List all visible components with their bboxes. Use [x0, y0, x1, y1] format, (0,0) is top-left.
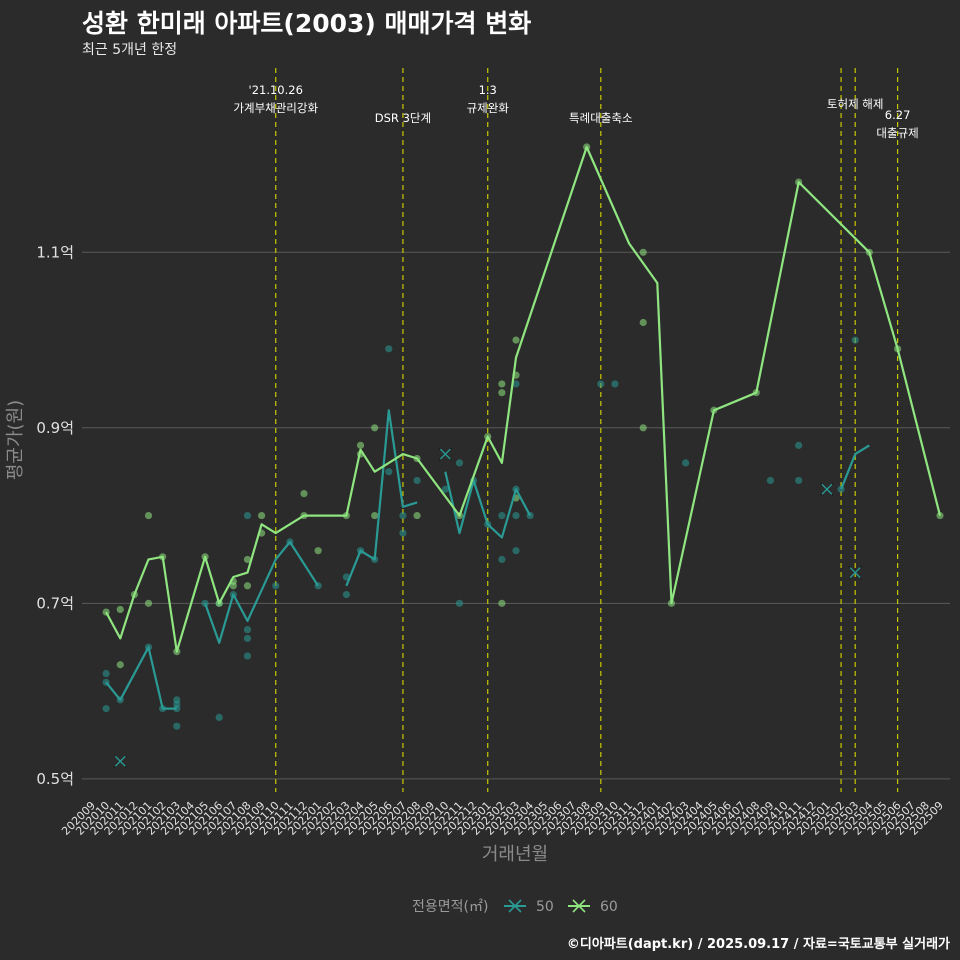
cross-marker-50: [438, 447, 452, 461]
data-point-60: [314, 547, 322, 555]
data-point-50: [455, 459, 464, 467]
data-point-60: [371, 424, 379, 432]
data-point-50: [173, 722, 181, 730]
event-label: DSR 3단계: [375, 111, 431, 125]
data-point-60: [356, 441, 365, 449]
source-caption: ©디아파트(dapt.kr) / 2025.09.17 / 자료=국토교통부 실…: [566, 937, 950, 952]
legend-title: 전용면적(㎡): [412, 899, 488, 915]
data-point-50: [682, 459, 690, 467]
data-point-50: [102, 669, 110, 678]
data-point-60: [300, 490, 308, 498]
data-point-60: [498, 389, 506, 397]
y-tick-label: 1.1억: [36, 243, 74, 261]
y-tick-label: 0.7억: [36, 594, 74, 612]
scatter-points: [102, 143, 944, 730]
cross-stroke: [439, 448, 451, 460]
data-point-60: [144, 511, 153, 520]
y-tick-label: 0.5억: [36, 770, 74, 788]
cross-marker-50: [848, 566, 862, 580]
data-point-50: [243, 511, 252, 520]
grid-lines: [82, 251, 950, 780]
data-point-60: [498, 380, 506, 388]
cross-stroke: [849, 567, 861, 579]
cross-stroke: [114, 755, 126, 767]
chart-title: 성환 한미래 아파트(2003) 매매가격 변화: [82, 9, 532, 38]
data-point-60: [498, 599, 506, 607]
data-point-50: [441, 485, 449, 493]
data-point-60: [229, 582, 237, 590]
data-point-50: [766, 476, 775, 485]
legend-swatch-cross: [508, 899, 522, 913]
event-label: 대출규제: [876, 126, 918, 140]
data-point-60: [639, 248, 647, 256]
series-lines: [105, 145, 942, 710]
data-point-60: [413, 511, 421, 520]
data-point-60: [639, 318, 647, 327]
event-label: 토허제 해제: [827, 97, 884, 111]
data-point-50: [385, 468, 393, 476]
data-point-50: [498, 511, 506, 520]
data-point-60: [144, 599, 153, 607]
data-point-50: [215, 713, 223, 722]
series-line-50: [105, 409, 870, 710]
data-point-50: [102, 705, 110, 713]
legend-label: 60: [600, 899, 618, 915]
legend-label: 50: [536, 899, 554, 915]
legend-item-60: 60: [568, 899, 618, 915]
data-point-50: [498, 555, 506, 564]
data-point-50: [611, 380, 619, 388]
data-point-60: [243, 582, 252, 590]
y-axis-ticks: 0.5억 0.7억 0.9억 1.1억: [36, 243, 74, 788]
data-point-60: [116, 605, 124, 614]
event-label: 특례대출축소: [569, 111, 632, 125]
cross-markers: [113, 447, 862, 768]
data-point-60: [258, 511, 266, 520]
data-point-50: [243, 626, 252, 634]
data-point-50: [413, 476, 421, 485]
event-label: 1.3: [479, 83, 497, 97]
data-point-60: [243, 555, 252, 564]
legend-item-50: 50: [504, 899, 554, 915]
y-tick-label: 0.9억: [36, 419, 74, 437]
event-label: 규제완화: [467, 101, 510, 115]
data-point-50: [272, 582, 280, 590]
cross-marker-50: [820, 482, 834, 496]
data-point-50: [385, 345, 393, 353]
data-point-50: [795, 476, 803, 485]
event-label: '21.10.26: [249, 83, 303, 97]
data-point-50: [512, 547, 520, 555]
data-point-50: [243, 652, 252, 660]
data-point-50: [795, 441, 803, 449]
legend: 전용면적(㎡) 50 60: [412, 899, 618, 915]
data-point-50: [399, 529, 407, 537]
data-point-50: [597, 380, 605, 388]
data-point-50: [173, 700, 181, 708]
event-label: 가계부채관리강화: [233, 101, 318, 115]
x-axis-title: 거래년월: [482, 844, 548, 865]
series-line-60: [105, 145, 942, 653]
data-point-50: [243, 634, 252, 643]
data-point-60: [116, 661, 124, 669]
data-point-50: [851, 336, 859, 344]
data-point-50: [399, 511, 407, 520]
cross-marker-50: [113, 754, 127, 768]
data-point-50: [512, 511, 520, 520]
data-point-50: [512, 380, 520, 388]
chart-subtitle: 최근 5개년 한정: [82, 42, 178, 58]
data-point-60: [639, 424, 647, 432]
data-point-60: [371, 511, 379, 520]
y-axis-title: 평균가(원): [5, 400, 26, 480]
cross-stroke: [821, 483, 833, 495]
legend-swatch-cross: [572, 899, 586, 913]
data-point-60: [512, 336, 520, 344]
data-point-50: [455, 599, 464, 607]
data-point-50: [342, 590, 350, 599]
x-axis-ticks: 2020092020102020112020122021012021022021…: [59, 799, 946, 838]
event-label: 6.27: [885, 108, 911, 122]
